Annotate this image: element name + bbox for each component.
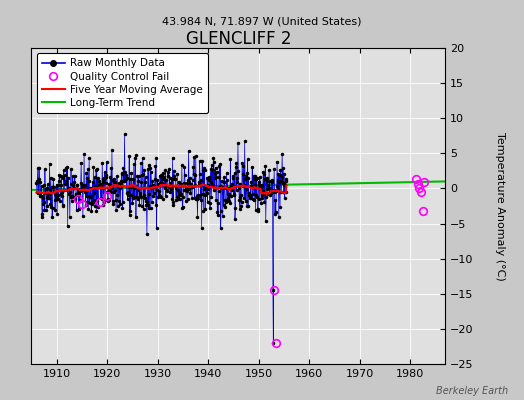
Title: GLENCLIFF 2: GLENCLIFF 2 [185,30,291,48]
Text: 43.984 N, 71.897 W (United States): 43.984 N, 71.897 W (United States) [162,16,362,26]
Legend: Raw Monthly Data, Quality Control Fail, Five Year Moving Average, Long-Term Tren: Raw Monthly Data, Quality Control Fail, … [37,53,208,113]
Text: Berkeley Earth: Berkeley Earth [436,386,508,396]
Y-axis label: Temperature Anomaly (°C): Temperature Anomaly (°C) [495,132,505,280]
